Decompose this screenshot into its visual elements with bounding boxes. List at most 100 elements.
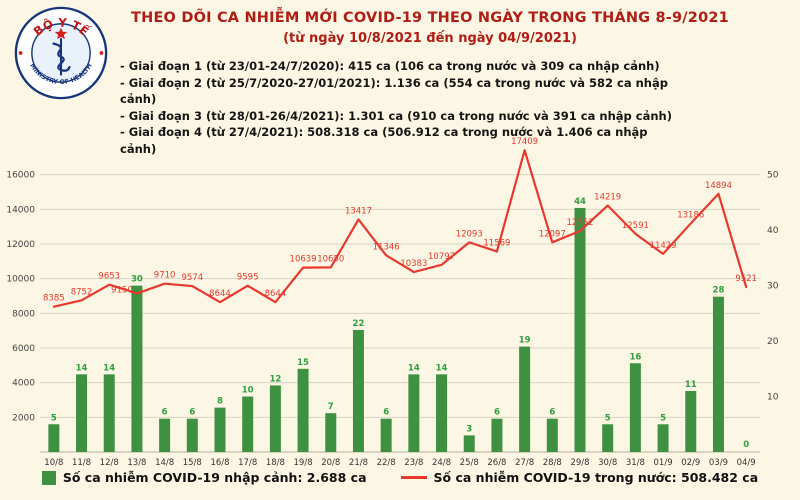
right-axis-tick-label: 30 [767, 282, 779, 292]
date-label: 18/8 [266, 458, 285, 468]
date-label: 27/8 [515, 458, 534, 468]
line-value-label: 12097 [539, 229, 566, 239]
date-label: 10/8 [44, 458, 63, 468]
date-label: 28/8 [543, 458, 562, 468]
right-axis-tick-label: 10 [767, 393, 779, 403]
bar [325, 413, 337, 452]
date-label: 11/8 [72, 458, 91, 468]
bar-value-label: 0 [743, 440, 749, 450]
date-label: 30/8 [598, 458, 617, 468]
line-value-label: 10797 [428, 252, 455, 262]
bar [463, 435, 475, 452]
bar-value-label: 10 [242, 386, 254, 396]
bar-value-label: 6 [494, 408, 500, 418]
bar-value-label: 44 [574, 197, 586, 207]
line-value-label: 10383 [400, 259, 427, 269]
bar [186, 418, 198, 452]
bar-value-label: 15 [297, 358, 309, 368]
left-axis-tick-label: 6000 [12, 344, 35, 354]
snake-staff-icon [52, 42, 71, 72]
bar [519, 346, 531, 452]
bar [657, 424, 669, 452]
date-label: 01/9 [654, 458, 673, 468]
legend-label-domestic: Số ca nhiễm COVID-19 trong nước: 508.482… [433, 470, 759, 485]
bar [269, 385, 281, 452]
right-axis-tick-label: 40 [767, 226, 779, 236]
bar [159, 418, 171, 452]
bar-value-label: 12 [269, 374, 281, 384]
line-value-label: 9574 [181, 273, 203, 283]
bar-value-label: 28 [713, 286, 725, 296]
line-value-label: 9595 [237, 273, 259, 283]
bar-value-label: 14 [436, 363, 448, 373]
line-value-label: 9710 [154, 271, 176, 281]
right-axis-tick-label: 50 [767, 171, 779, 181]
line-value-label: 12093 [456, 229, 483, 239]
left-axis-tick-label: 12000 [6, 240, 35, 250]
bar-value-label: 8 [217, 397, 223, 407]
chart-legend: Số ca nhiễm COVID-19 nhập cảnh: 2.688 ca… [0, 470, 800, 485]
date-label: 14/8 [155, 458, 174, 468]
date-label: 24/8 [432, 458, 451, 468]
date-label: 21/8 [349, 458, 368, 468]
left-axis-tick-label: 16000 [6, 171, 35, 181]
left-axis-tick-label: 8000 [12, 309, 35, 319]
period-summary-list: - Giai đoạn 1 (từ 23/01-24/7/2020): 415 … [0, 58, 800, 157]
chart-title: THEO DÕI CA NHIỄM MỚI COVID-19 THEO NGÀY… [131, 10, 729, 26]
period-line-4: - Giai đoạn 4 (từ 27/4/2021): 508.318 ca… [120, 125, 648, 156]
bar [380, 418, 392, 452]
date-label: 12/8 [100, 458, 119, 468]
line-value-label: 17409 [511, 137, 538, 147]
legend-label-imported: Số ca nhiễm COVID-19 nhập cảnh: 2.688 ca [62, 470, 367, 485]
bar-value-label: 6 [549, 408, 555, 418]
line-value-label: 12752 [566, 218, 593, 228]
date-label: 31/8 [626, 458, 645, 468]
date-label: 17/8 [238, 458, 257, 468]
bar-value-label: 5 [51, 413, 57, 423]
line-series-swatch-icon [400, 475, 427, 480]
line-value-label: 10639 [290, 255, 317, 265]
line-value-label: 8385 [43, 294, 65, 304]
bar [712, 296, 724, 452]
legend-item-domestic: Số ca nhiễm COVID-19 trong nước: 508.482… [400, 470, 759, 485]
bar-value-label: 19 [519, 336, 531, 346]
bar [297, 368, 309, 452]
bar-value-label: 6 [162, 408, 168, 418]
period-line-3: - Giai đoạn 3 (từ 28/01-26/4/2021): 1.30… [120, 108, 672, 123]
ministry-of-health-logo: BỘ Y TẾ MINISTRY OF HEALTH [14, 6, 108, 100]
date-label: 15/8 [183, 458, 202, 468]
bar-value-label: 30 [131, 275, 143, 285]
bar [629, 363, 641, 452]
bar [436, 374, 448, 452]
date-label: 23/8 [404, 458, 423, 468]
bar [685, 390, 697, 452]
line-value-label: 9150 [111, 285, 133, 295]
bar-value-label: 22 [353, 319, 365, 329]
date-label: 22/8 [377, 458, 396, 468]
left-axis-tick-label: 14000 [6, 205, 35, 215]
legend-item-imported: Số ca nhiễm COVID-19 nhập cảnh: 2.688 ca [41, 470, 367, 485]
left-axis-tick-label: 2000 [12, 413, 35, 423]
line-value-label: 8752 [71, 287, 93, 297]
date-label: 04/9 [737, 458, 756, 468]
bar [408, 374, 420, 452]
bar-series-swatch-icon [41, 470, 56, 485]
bar [103, 374, 115, 452]
line-value-label: 9653 [98, 272, 120, 282]
right-axis-tick-label: 20 [767, 337, 779, 347]
bar-value-label: 16 [629, 352, 641, 362]
moh-emblem-icon: BỘ Y TẾ MINISTRY OF HEALTH [14, 6, 108, 100]
bar [574, 207, 586, 452]
bar-value-label: 7 [328, 402, 334, 412]
bar-value-label: 5 [660, 413, 666, 423]
date-label: 20/8 [321, 458, 340, 468]
line-value-label: 10650 [317, 254, 344, 264]
date-label: 26/8 [487, 458, 506, 468]
bar-value-label: 6 [189, 408, 195, 418]
line-value-label: 14894 [705, 181, 732, 191]
date-label: 13/8 [127, 458, 146, 468]
bar [242, 396, 254, 452]
bar [76, 374, 88, 452]
line-value-label: 12591 [622, 221, 649, 231]
bar-value-label: 5 [605, 413, 611, 423]
